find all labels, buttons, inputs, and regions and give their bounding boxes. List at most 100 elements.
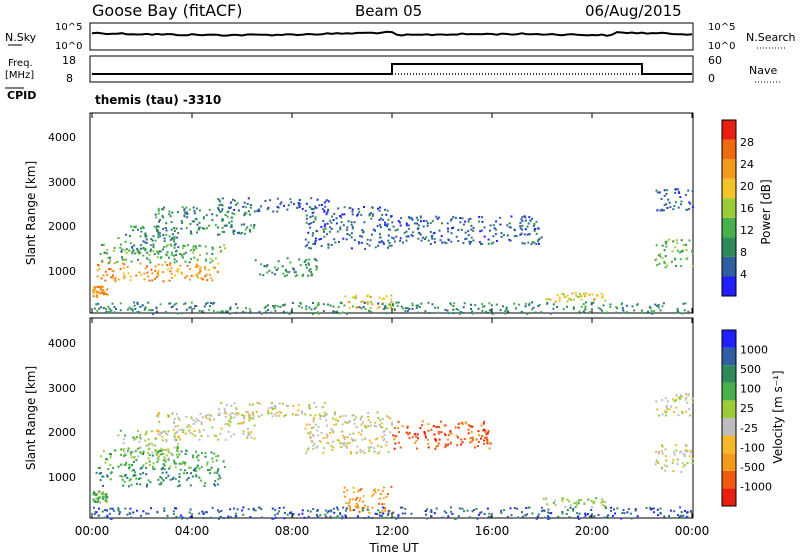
scatter-cell [390, 485, 393, 488]
scatter-cell [386, 513, 389, 516]
scatter-cell [120, 448, 123, 451]
scatter-cell [391, 304, 394, 307]
scatter-cell [175, 439, 177, 441]
scatter-cell [360, 214, 363, 216]
scatter-cell [173, 236, 176, 239]
scatter-cell [348, 306, 351, 309]
scatter-cell [109, 478, 112, 481]
scatter-cell [188, 208, 191, 211]
scatter-cell [685, 248, 688, 251]
scatter-cell [404, 310, 407, 313]
scatter-cell [133, 301, 136, 304]
scatter-cell [322, 220, 325, 222]
scatter-cell [205, 302, 207, 305]
scatter-cell [156, 511, 159, 514]
scatter-cell [406, 307, 409, 310]
scatter-cell [332, 507, 335, 510]
scatter-cell [318, 204, 321, 207]
scatter-cell [230, 216, 233, 219]
scatter-cell [386, 209, 389, 212]
nsky-trace [91, 30, 693, 37]
scatter-cell [404, 307, 407, 310]
scatter-cell [351, 225, 354, 228]
scatter-cell [427, 429, 430, 432]
scatter-cell [112, 249, 115, 252]
scatter-cell [136, 301, 139, 304]
scatter-cell [353, 422, 356, 425]
scatter-cell [664, 469, 667, 472]
scatter-cell [427, 446, 430, 449]
scatter-cell [572, 307, 575, 310]
scatter-cell [230, 220, 233, 223]
scatter-cell [213, 301, 216, 304]
scatter-cell [430, 515, 432, 518]
scatter-cell [564, 506, 567, 508]
scatter-cell [486, 442, 489, 445]
scatter-cell [340, 216, 343, 219]
scatter-cell [222, 460, 225, 463]
scatter-cell [489, 224, 492, 227]
scatter-cell [327, 442, 330, 445]
scatter-cell [464, 231, 467, 234]
scatter-cell [161, 208, 164, 211]
scatter-cell [117, 434, 120, 437]
scatter-cell [656, 459, 658, 462]
scatter-cell [93, 307, 96, 310]
scatter-cell [343, 438, 346, 440]
scatter-cell [543, 516, 546, 519]
scatter-cell [109, 259, 112, 262]
scatter-cell [460, 443, 463, 446]
scatter-cell [130, 456, 133, 459]
scatter-cell [687, 189, 690, 192]
scatter-cell [220, 509, 223, 512]
scatter-cell [351, 498, 354, 501]
scatter-cell [415, 435, 418, 438]
colorbar-segment [722, 435, 736, 454]
scatter-cell [160, 477, 163, 480]
scatter-cell [224, 438, 227, 441]
scatter-cell [227, 423, 229, 426]
scatter-cell [298, 305, 301, 308]
x-tick-label: 20:00 [575, 524, 610, 538]
scatter-cell [203, 305, 206, 308]
scatter-cell [114, 280, 117, 283]
scatter-cell [119, 309, 122, 312]
scatter-cell [313, 401, 316, 404]
scatter-cell [415, 216, 418, 219]
scatter-cell [676, 307, 679, 310]
scatter-cell [166, 433, 169, 436]
scatter-cell [447, 230, 450, 233]
scatter-cell [468, 240, 471, 243]
scatter-cell [99, 287, 102, 290]
scatter-cell [661, 208, 664, 211]
scatter-cell [467, 234, 470, 237]
scatter-cell [597, 514, 600, 516]
scatter-cell [602, 304, 605, 307]
scatter-cell [324, 205, 327, 208]
scatter-cell [170, 267, 173, 270]
scatter-cell [683, 309, 686, 312]
scatter-cell [132, 451, 135, 453]
scatter-cell [197, 459, 200, 462]
scatter-cell [184, 453, 187, 455]
scatter-cell [329, 219, 332, 222]
scatter-cell [198, 429, 201, 432]
scatter-cell [195, 475, 198, 478]
scatter-cell [572, 509, 575, 512]
scatter-cell [395, 235, 398, 238]
scatter-cell [111, 269, 114, 272]
scatter-cell [142, 464, 145, 467]
scatter-cell [139, 247, 142, 250]
scatter-cell [676, 242, 679, 245]
scatter-cell [620, 517, 623, 520]
scatter-cell [441, 241, 444, 244]
scatter-cell [478, 434, 481, 437]
colorbar-segment [722, 330, 736, 348]
scatter-cell [132, 436, 135, 439]
scatter-cell [664, 448, 667, 451]
scatter-cell [443, 424, 446, 427]
scatter-cell [261, 414, 264, 416]
scatter-cell [140, 274, 143, 277]
scatter-cell [213, 452, 216, 455]
scatter-cell [105, 492, 108, 495]
